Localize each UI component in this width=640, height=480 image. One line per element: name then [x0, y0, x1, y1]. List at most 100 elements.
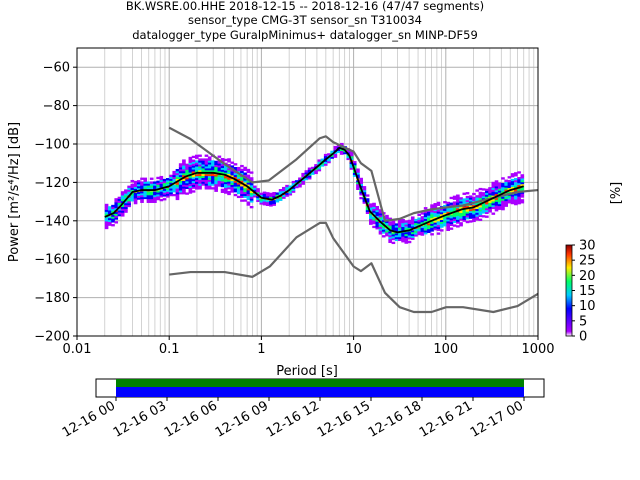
- heatmap-cell: [346, 157, 351, 161]
- heatmap-cell: [481, 209, 486, 212]
- heatmap-cell: [369, 214, 373, 218]
- heatmap-cell: [211, 164, 215, 167]
- heatmap-cell: [317, 159, 322, 162]
- heatmap-cell: [369, 222, 373, 225]
- heatmap-cell: [204, 154, 209, 157]
- heatmap-cell: [394, 234, 399, 238]
- heatmap-cell: [404, 239, 409, 242]
- heatmap-cell: [475, 214, 479, 217]
- heatmap-cell: [117, 210, 122, 213]
- heatmap-cell: [369, 216, 373, 220]
- colorbar-tick-label: 20: [579, 269, 596, 284]
- heatmap-cell: [423, 226, 428, 229]
- heatmap-cell: [465, 192, 470, 195]
- timeline-bar-blue: [116, 387, 524, 397]
- heatmap-cell: [488, 204, 492, 207]
- heatmap-cell: [436, 220, 441, 224]
- y-tick-label: −100: [34, 138, 70, 153]
- heatmap-cell: [243, 182, 247, 185]
- heatmap-cell: [104, 209, 109, 212]
- heatmap-cell: [475, 189, 479, 192]
- heatmap-cell: [211, 160, 215, 163]
- heatmap-cell: [253, 193, 257, 196]
- heatmap-cell: [194, 154, 199, 157]
- heatmap-cell: [146, 194, 151, 198]
- heatmap-cell: [172, 190, 177, 193]
- timeline-tick-label: 12-16 06: [162, 398, 220, 440]
- heatmap-cell: [391, 232, 396, 235]
- heatmap-cell: [375, 209, 380, 213]
- heatmap-cell: [433, 214, 438, 217]
- heatmap-cell: [497, 184, 502, 187]
- heatmap-cell: [301, 180, 305, 183]
- heatmap-cell: [388, 234, 392, 238]
- heatmap-cell: [488, 200, 492, 203]
- heatmap-cell: [227, 160, 231, 163]
- heatmap-cell: [481, 188, 486, 191]
- heatmap-cell: [320, 162, 325, 165]
- heatmap-cell: [207, 183, 212, 186]
- y-tick-label: −80: [43, 99, 70, 114]
- heatmap-cell: [120, 206, 125, 209]
- heatmap-cell: [468, 212, 473, 215]
- heatmap-cell: [372, 218, 376, 221]
- heatmap-cell: [104, 219, 109, 222]
- heatmap-cell: [149, 192, 154, 196]
- heatmap-cell: [243, 193, 247, 196]
- heatmap-cell: [149, 196, 154, 200]
- heatmap-cell: [133, 198, 138, 201]
- heatmap-cell: [446, 224, 450, 228]
- heatmap-cell: [114, 217, 119, 220]
- plot-area: 0.01 0.1 1 10 100 1000 −200 −180 −160 −140 −120 −1…: [7, 47, 555, 379]
- heatmap-cell: [198, 175, 202, 178]
- heatmap-cell: [304, 175, 309, 179]
- heatmap-cell: [404, 241, 409, 244]
- heatmap-cell: [246, 168, 251, 172]
- heatmap-cell: [375, 225, 380, 228]
- heatmap-cell: [223, 187, 228, 190]
- heatmap-cell: [236, 178, 241, 181]
- heatmap-cell: [439, 217, 444, 221]
- heatmap-cell: [501, 186, 505, 190]
- heatmap-cell: [497, 182, 502, 185]
- heatmap-cell: [214, 162, 218, 166]
- heatmap-cell: [488, 208, 492, 211]
- heatmap-cell: [433, 220, 438, 223]
- heatmap-cell: [443, 204, 447, 208]
- heatmap-cell: [124, 210, 128, 213]
- heatmap-cell: [501, 190, 505, 194]
- heatmap-cell: [504, 189, 509, 192]
- heatmap-cell: [149, 200, 154, 203]
- heatmap-cell: [223, 166, 228, 169]
- heatmap-cell: [378, 228, 383, 231]
- heatmap-cell: [178, 176, 183, 180]
- heatmap-cell: [172, 170, 177, 174]
- heatmap-cell: [114, 211, 119, 214]
- heatmap-cell: [149, 187, 154, 190]
- heatmap-cell: [111, 210, 115, 213]
- heatmap-cell: [485, 207, 489, 211]
- heatmap-cell: [436, 232, 441, 235]
- heatmap-cell: [436, 203, 441, 206]
- heatmap-cell: [423, 232, 428, 235]
- heatmap-cell: [194, 162, 199, 165]
- heatmap-cell: [381, 219, 386, 223]
- heatmap-cell: [191, 163, 196, 166]
- heatmap-cell: [410, 216, 415, 219]
- heatmap-cell: [433, 224, 438, 227]
- heatmap-cell: [478, 214, 483, 218]
- heatmap-cell: [497, 199, 502, 203]
- heatmap-cell: [120, 198, 125, 202]
- heatmap-cell: [307, 177, 312, 180]
- heatmap-cell: [230, 161, 235, 164]
- heatmap-cell: [217, 167, 222, 170]
- heatmap-cell: [468, 197, 473, 200]
- timeline-tick-label: 12-16 12: [264, 398, 322, 440]
- heatmap-cell: [127, 191, 131, 194]
- heatmap-cell: [507, 176, 512, 179]
- heatmap-cell: [446, 219, 450, 222]
- heatmap-cell: [375, 219, 380, 222]
- heatmap-cell: [446, 215, 450, 218]
